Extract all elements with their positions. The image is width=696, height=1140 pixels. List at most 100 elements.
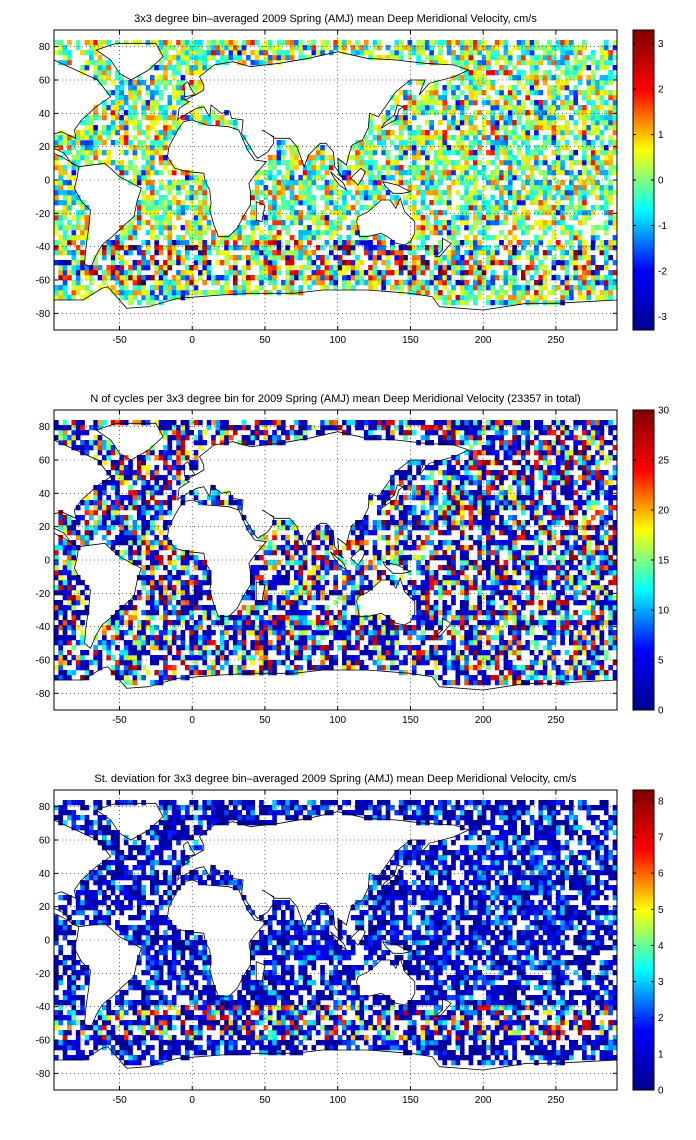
heatmap-cell (250, 215, 256, 221)
heatmap-cell (54, 655, 59, 661)
heatmap-cell (481, 280, 487, 286)
heatmap-cell (499, 55, 504, 61)
heatmap-cell (337, 45, 343, 51)
heatmap-cell (350, 225, 356, 231)
heatmap-cell (141, 275, 146, 281)
heatmap-cell (512, 225, 517, 231)
heatmap-cell (346, 645, 352, 651)
heatmap-cell (302, 255, 308, 261)
heatmap-cell (132, 170, 138, 176)
heatmap-cell (582, 675, 587, 681)
heatmap-cell (58, 675, 64, 681)
heatmap-cell (289, 610, 295, 616)
heatmap-cell (54, 610, 59, 616)
heatmap-cell (472, 265, 478, 271)
heatmap-cell (320, 245, 325, 251)
heatmap-cell (529, 75, 535, 81)
heatmap-cell (119, 620, 125, 626)
heatmap-cell (442, 255, 448, 261)
heatmap-cell (324, 645, 330, 651)
heatmap-cell (67, 175, 72, 181)
heatmap-cell (507, 180, 513, 186)
heatmap-cell (438, 280, 443, 286)
heatmap-cell (464, 290, 469, 296)
heatmap-cell (390, 655, 395, 661)
heatmap-cell (529, 55, 535, 61)
heatmap-cell (163, 275, 168, 281)
heatmap-cell (455, 245, 461, 251)
heatmap-cell (481, 195, 487, 201)
heatmap-cell (394, 250, 400, 256)
heatmap-cell (577, 75, 583, 81)
heatmap-cell (608, 280, 613, 286)
heatmap-cell (62, 615, 68, 621)
heatmap-cell (424, 165, 430, 171)
heatmap-cell (446, 250, 452, 256)
heatmap-cell (67, 190, 72, 196)
heatmap-cell (381, 270, 386, 276)
heatmap-cell (555, 240, 561, 246)
heatmap-cell (363, 280, 369, 286)
heatmap-cell (311, 275, 317, 281)
heatmap-cell (503, 190, 509, 196)
heatmap-cell (294, 610, 299, 616)
heatmap-cell (582, 125, 587, 131)
heatmap-cell (403, 630, 408, 636)
heatmap-cell (442, 190, 448, 196)
heatmap-cell (263, 235, 269, 241)
heatmap-cell (102, 75, 107, 81)
heatmap-cell (193, 115, 199, 121)
heatmap-cell (150, 65, 155, 71)
heatmap-cell (603, 200, 609, 206)
heatmap-cell (372, 645, 378, 651)
heatmap-cell (368, 130, 373, 136)
heatmap-cell (385, 110, 391, 116)
heatmap-cell (590, 640, 596, 646)
heatmap-cell (276, 605, 282, 611)
heatmap-cell (560, 215, 565, 221)
heatmap-cell (202, 280, 208, 286)
heatmap-cell (215, 650, 221, 656)
heatmap-cell (582, 205, 587, 211)
heatmap-cell (311, 665, 317, 671)
heatmap-cell (438, 245, 443, 251)
heatmap-cell (307, 180, 312, 186)
heatmap-cell (582, 55, 587, 61)
heatmap-cell (132, 230, 138, 236)
heatmap-cell (289, 235, 295, 241)
heatmap-cell (477, 40, 483, 46)
heatmap-cell (538, 90, 544, 96)
heatmap-cell (451, 660, 456, 666)
heatmap-cell (555, 85, 561, 91)
heatmap-cell (363, 50, 369, 56)
heatmap-cell (568, 65, 574, 71)
heatmap-cell (433, 40, 439, 46)
heatmap-cell (590, 285, 596, 291)
heatmap-cell (259, 270, 264, 276)
heatmap-cell (102, 160, 107, 166)
heatmap-cell (202, 215, 208, 221)
heatmap-cell (58, 645, 64, 651)
heatmap-cell (464, 270, 469, 276)
heatmap-cell (267, 190, 273, 196)
heatmap-cell (472, 95, 478, 101)
heatmap-cell (75, 285, 81, 291)
heatmap-cell (573, 160, 579, 166)
heatmap-cell (171, 55, 177, 61)
chart-title: N of cycles per 3x3 degree bin for 2009 … (90, 393, 581, 405)
heatmap-cell (372, 650, 378, 656)
heatmap-cell (224, 655, 229, 661)
heatmap-cell (176, 255, 181, 261)
heatmap-cell (459, 195, 465, 201)
heatmap-cell (385, 615, 391, 621)
heatmap-cell (267, 235, 273, 241)
heatmap-cell (472, 665, 478, 671)
heatmap-cell (71, 610, 77, 616)
heatmap-cell (472, 185, 478, 191)
heatmap-cell (459, 50, 465, 56)
heatmap-cell (285, 650, 290, 656)
heatmap-cell (420, 175, 426, 181)
heatmap-cell (115, 40, 120, 46)
heatmap-cell (267, 620, 273, 626)
heatmap-cell (110, 105, 116, 111)
